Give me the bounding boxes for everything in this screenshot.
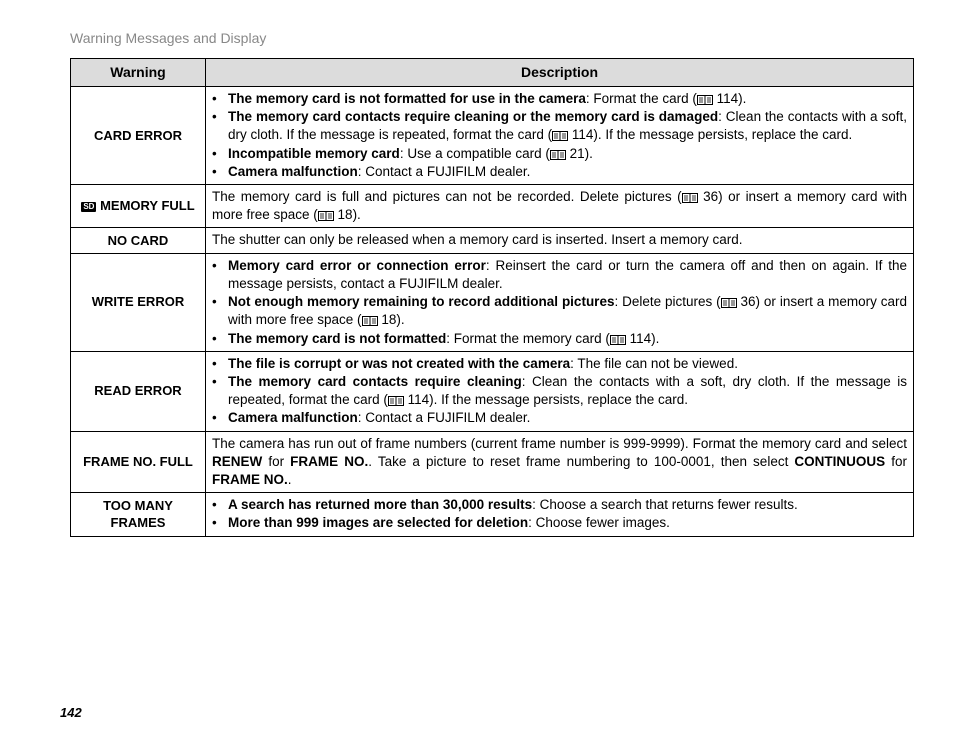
warning-description: A search has returned more than 30,000 r… — [206, 493, 914, 536]
table-row: FRAME NO. FULL The camera has run out of… — [71, 431, 914, 493]
book-icon — [388, 396, 404, 406]
warning-label: READ ERROR — [71, 351, 206, 431]
warning-label: CARD ERROR — [71, 86, 206, 184]
book-icon — [362, 316, 378, 326]
page-title: Warning Messages and Display — [70, 30, 914, 46]
table-header-row: Warning Description — [71, 59, 914, 87]
warning-label: FRAME NO. FULL — [71, 431, 206, 493]
table-row: READ ERROR The file is corrupt or was no… — [71, 351, 914, 431]
book-icon — [697, 95, 713, 105]
warning-label: NO CARD — [71, 228, 206, 253]
warning-label: WRITE ERROR — [71, 253, 206, 351]
warning-label: TOO MANY FRAMES — [71, 493, 206, 536]
warning-description: The file is corrupt or was not created w… — [206, 351, 914, 431]
book-icon — [552, 131, 568, 141]
warning-description: The memory card is full and pictures can… — [206, 184, 914, 227]
table-row: CARD ERROR The memory card is not format… — [71, 86, 914, 184]
header-warning: Warning — [71, 59, 206, 87]
book-icon — [550, 150, 566, 160]
table-row: TOO MANY FRAMES A search has returned mo… — [71, 493, 914, 536]
page-number: 142 — [60, 705, 82, 720]
page-content: Warning Messages and Display Warning Des… — [0, 0, 954, 537]
warning-description: The shutter can only be released when a … — [206, 228, 914, 253]
warning-description: The camera has run out of frame numbers … — [206, 431, 914, 493]
warnings-table: Warning Description CARD ERROR The memor… — [70, 58, 914, 537]
warning-description: The memory card is not formatted for use… — [206, 86, 914, 184]
warning-label: SD MEMORY FULL — [71, 184, 206, 227]
book-icon — [610, 335, 626, 345]
sd-icon: SD — [81, 202, 96, 212]
book-icon — [721, 298, 737, 308]
header-description: Description — [206, 59, 914, 87]
warning-description: Memory card error or connection error: R… — [206, 253, 914, 351]
table-row: SD MEMORY FULL The memory card is full a… — [71, 184, 914, 227]
table-row: NO CARD The shutter can only be released… — [71, 228, 914, 253]
table-row: WRITE ERROR Memory card error or connect… — [71, 253, 914, 351]
book-icon — [318, 211, 334, 221]
book-icon — [682, 193, 698, 203]
